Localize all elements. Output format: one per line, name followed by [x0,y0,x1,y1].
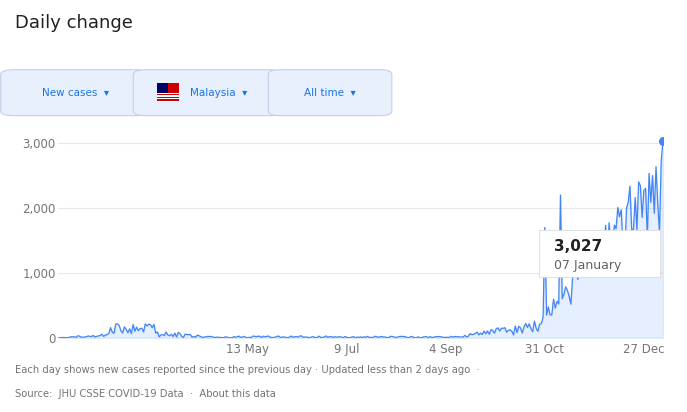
Text: Malaysia  ▾: Malaysia ▾ [190,88,247,98]
Bar [157,84,168,93]
FancyBboxPatch shape [1,70,150,116]
Text: Source:  JHU CSSE COVID-19 Data  ·  About this data: Source: JHU CSSE COVID-19 Data · About t… [15,389,276,399]
Bar [157,98,179,99]
Bar [157,93,179,94]
Text: Daily change: Daily change [15,14,133,33]
FancyBboxPatch shape [269,70,392,116]
Text: 07 January: 07 January [554,259,621,272]
FancyBboxPatch shape [133,70,282,116]
Text: New cases  ▾: New cases ▾ [42,88,109,98]
Text: 3,027: 3,027 [554,239,602,254]
Text: Each day shows new cases reported since the previous day · Updated less than 2 d: Each day shows new cases reported since … [15,365,480,375]
Text: All time  ▾: All time ▾ [304,88,356,98]
Bar [157,84,179,102]
Bar [157,101,179,102]
Bar [157,95,179,97]
